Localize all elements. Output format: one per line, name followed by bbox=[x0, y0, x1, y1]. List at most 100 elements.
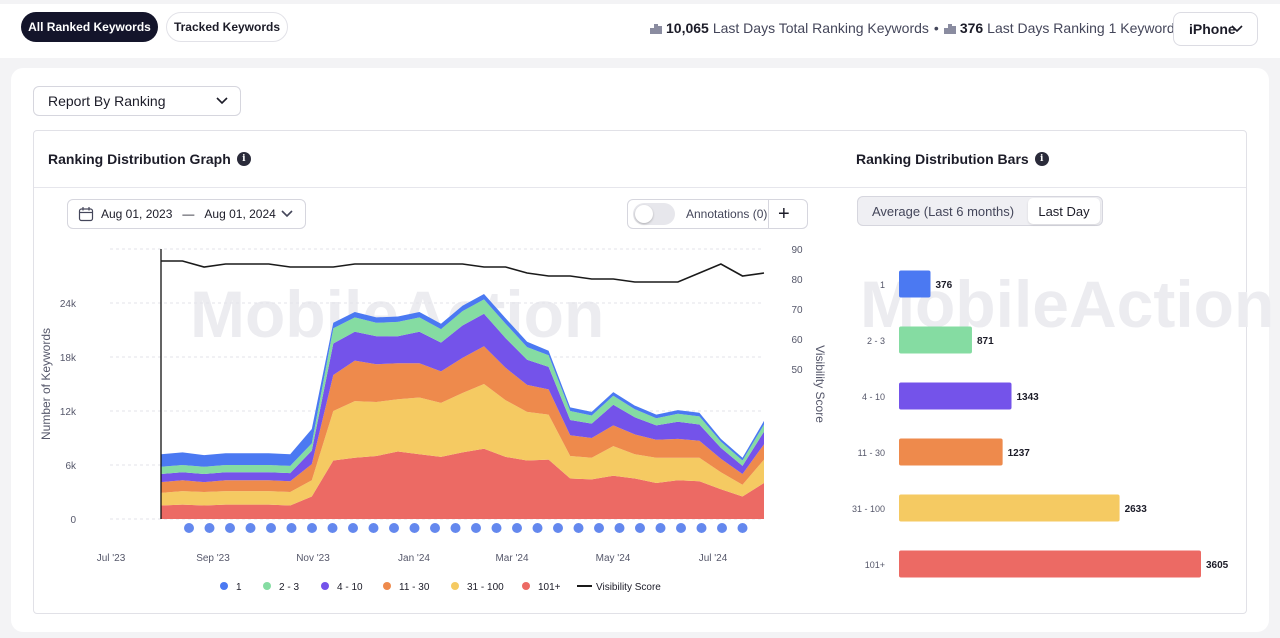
annotation-pin[interactable] bbox=[676, 523, 686, 533]
annotation-pin[interactable] bbox=[225, 523, 235, 533]
annotation-pin[interactable] bbox=[450, 523, 461, 533]
pin-icon bbox=[184, 523, 194, 533]
annotation-pin[interactable] bbox=[348, 523, 358, 533]
y-tick-label: 24k bbox=[60, 299, 77, 310]
annotation-pin[interactable] bbox=[573, 523, 584, 533]
tab-all-ranked-keywords[interactable]: All Ranked Keywords bbox=[21, 12, 158, 42]
pin-icon bbox=[594, 523, 604, 533]
pin-icon bbox=[696, 523, 707, 533]
y2-tick-label: 70 bbox=[791, 305, 803, 316]
annotation-pin[interactable] bbox=[409, 523, 420, 533]
annotation-pin[interactable] bbox=[368, 523, 379, 533]
pin-icon bbox=[676, 523, 686, 533]
pin-icon bbox=[245, 523, 256, 533]
annotation-pin[interactable] bbox=[389, 523, 399, 533]
bar-category-label: 4 - 10 bbox=[862, 392, 885, 402]
date-from: Aug 01, 2023 bbox=[101, 207, 173, 221]
annotation-pin[interactable] bbox=[491, 523, 502, 533]
annotation-pin[interactable] bbox=[204, 523, 215, 533]
device-select[interactable]: iPhone bbox=[1173, 12, 1258, 46]
distribution-panel bbox=[33, 130, 1247, 614]
segment-last-day[interactable]: Last Day bbox=[1028, 198, 1100, 224]
y-tick-label: 18k bbox=[60, 353, 77, 364]
annotations-label: Annotations (0) bbox=[686, 207, 768, 221]
pin-icon bbox=[348, 523, 358, 533]
report-type-select[interactable]: Report By Ranking bbox=[33, 86, 241, 116]
annotation-pin[interactable] bbox=[594, 523, 604, 533]
pin-icon bbox=[286, 523, 297, 533]
pin-icon bbox=[737, 523, 748, 533]
pin-icon bbox=[307, 523, 317, 533]
legend: 1 2 - 3 4 - 10 11 - 30 31 - 100 101+ Visibilit… bbox=[220, 582, 661, 593]
annotation-pin[interactable] bbox=[717, 523, 727, 533]
stats-separator: • bbox=[933, 20, 939, 36]
annotation-pin[interactable] bbox=[614, 523, 625, 533]
annotation-pin[interactable] bbox=[696, 523, 707, 533]
bar-value-label: 3605 bbox=[1206, 560, 1229, 571]
legend-marker bbox=[383, 582, 391, 590]
annotation-pin[interactable] bbox=[245, 523, 256, 533]
info-icon[interactable]: i bbox=[236, 152, 251, 166]
chevron-down-icon bbox=[281, 210, 293, 218]
x-tick-label: Jul '24 bbox=[699, 553, 728, 564]
pin-icon bbox=[409, 523, 420, 533]
legend-marker bbox=[451, 582, 459, 590]
distribution-bar bbox=[899, 494, 1120, 522]
legend-label: 1 bbox=[236, 582, 242, 593]
annotation-pin[interactable] bbox=[635, 523, 645, 533]
podium-icon bbox=[943, 24, 956, 34]
annotation-pin[interactable] bbox=[512, 523, 522, 533]
y-tick-label: 6k bbox=[65, 461, 77, 472]
annotation-pin[interactable] bbox=[655, 523, 666, 533]
annotation-pin[interactable] bbox=[430, 523, 440, 533]
annotation-pin[interactable] bbox=[307, 523, 317, 533]
add-annotation-button[interactable]: + bbox=[778, 203, 790, 225]
annotation-pin[interactable] bbox=[471, 523, 481, 533]
y-axis-title: Number of Keywords bbox=[39, 328, 53, 440]
annotation-pin[interactable] bbox=[184, 523, 194, 533]
annotation-pin[interactable] bbox=[737, 523, 748, 533]
bar-category-label: 1 bbox=[880, 280, 885, 290]
distribution-bar bbox=[899, 326, 972, 354]
info-icon[interactable]: i bbox=[1034, 152, 1049, 166]
y2-axis-title: Visibility Score bbox=[813, 345, 827, 423]
bar-category-label: 31 - 100 bbox=[852, 504, 885, 514]
annotation-pin[interactable] bbox=[286, 523, 297, 533]
distribution-bar bbox=[899, 550, 1201, 578]
podium-icon bbox=[650, 24, 662, 34]
pin-icon bbox=[717, 523, 727, 533]
annotation-pin[interactable] bbox=[327, 523, 338, 533]
y-tick-label: 12k bbox=[60, 407, 77, 418]
chevron-down-icon bbox=[1231, 25, 1243, 33]
annotation-pin[interactable] bbox=[553, 523, 563, 533]
annotations-control: Annotations (0) + bbox=[627, 199, 808, 229]
area-series-101plus bbox=[161, 448, 764, 519]
segment-average-6-months[interactable]: Average (Last 6 months) bbox=[871, 203, 1015, 219]
total-keywords-label: Last Days Total Ranking Keywords bbox=[712, 20, 929, 36]
area-series-4-10 bbox=[161, 313, 764, 483]
bar-category-label: 2 - 3 bbox=[867, 336, 885, 346]
chevron-down-icon bbox=[216, 97, 228, 105]
keyword-stats: 10,065 Last Days Total Ranking Keywords … bbox=[650, 20, 1182, 36]
pin-icon bbox=[471, 523, 481, 533]
annotations-toggle[interactable] bbox=[633, 203, 675, 225]
calendar-icon bbox=[78, 207, 94, 222]
date-range-picker[interactable]: Aug 01, 2023 — Aug 01, 2024 bbox=[67, 199, 306, 229]
annotation-pin[interactable] bbox=[266, 523, 276, 533]
pin-icon bbox=[532, 523, 543, 533]
bar-value-label: 871 bbox=[977, 336, 994, 347]
report-card bbox=[11, 68, 1269, 632]
annotation-pin[interactable] bbox=[532, 523, 543, 533]
legend-label: 101+ bbox=[538, 582, 561, 593]
bar-value-label: 1343 bbox=[1017, 392, 1040, 403]
bars-title: Ranking Distribution Bars i bbox=[856, 151, 1049, 167]
y2-tick-label: 80 bbox=[791, 275, 803, 286]
rank1-keywords-label: Last Days Ranking 1 Keywords bbox=[987, 20, 1182, 36]
bar-value-label: 1237 bbox=[1008, 448, 1031, 459]
visibility-score-layer bbox=[161, 260, 765, 283]
tab-tracked-keywords[interactable]: Tracked Keywords bbox=[166, 12, 288, 42]
pin-icon bbox=[635, 523, 645, 533]
pin-icon bbox=[450, 523, 461, 533]
graph-title: Ranking Distribution Graph i bbox=[48, 151, 251, 167]
pin-icon bbox=[368, 523, 379, 533]
